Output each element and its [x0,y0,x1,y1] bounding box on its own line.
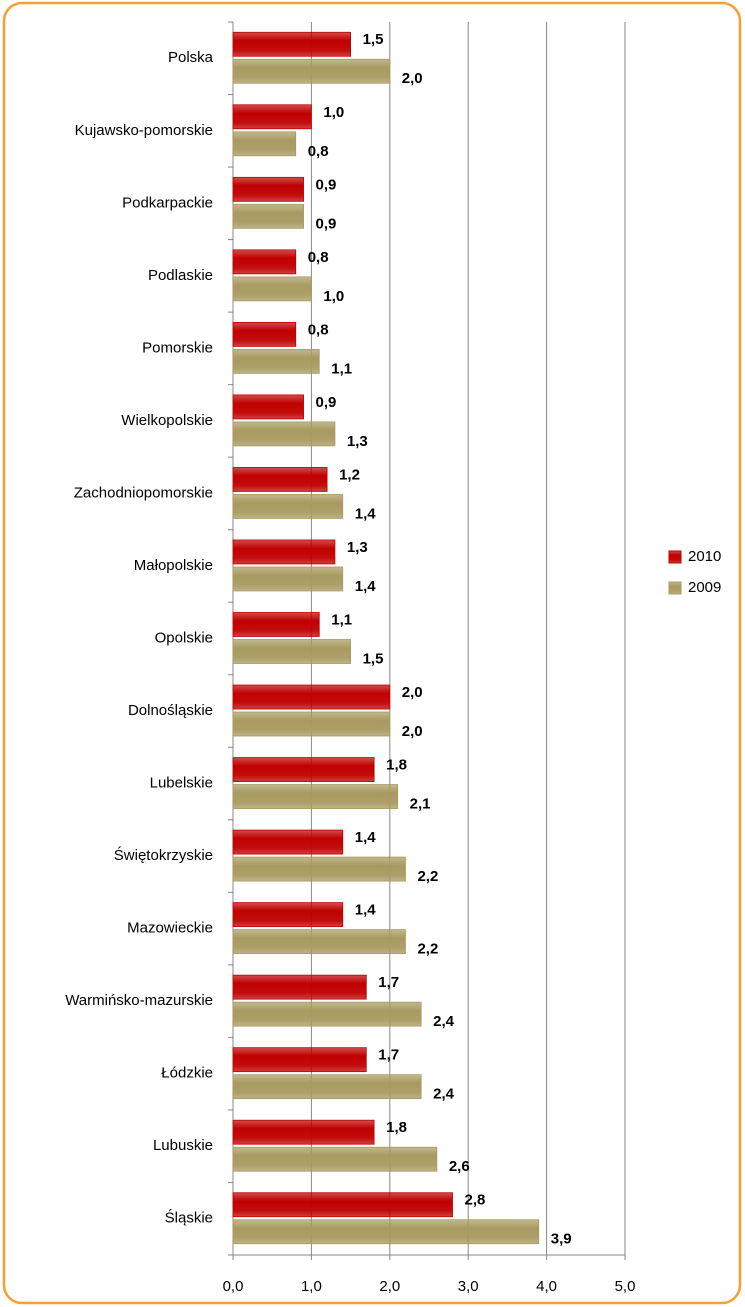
bar [232,929,406,955]
bar [232,902,344,928]
y-tick-label: Lubelskie [150,775,213,792]
bar [232,974,367,1000]
y-tick-label: Mazowieckie [127,920,213,937]
bar [232,856,406,882]
y-tick-label: Podlaskie [148,267,213,284]
y-tick-label: Lubuskie [153,1137,213,1154]
bar [232,1192,453,1218]
bar [232,58,391,84]
x-tick-label: 1,0 [301,1278,322,1295]
value-label: 1,3 [347,539,368,556]
value-label: 2,1 [410,796,431,813]
bar [232,176,304,202]
bar [232,566,344,592]
value-label: 1,5 [363,650,384,667]
value-label: 1,7 [378,974,399,991]
value-label: 1,4 [355,505,377,522]
bar [232,1001,422,1027]
y-tick-label: Łódzkie [161,1065,213,1082]
value-label: 1,8 [386,757,407,774]
y-tick-label: Śląskie [165,1209,213,1227]
x-tick-label: 2,0 [379,1278,400,1295]
x-tick-label: 5,0 [615,1278,636,1295]
value-label: 1,1 [331,611,352,628]
bar [232,394,304,420]
value-label: 3,9 [551,1231,572,1248]
y-tick-label: Wielkopolskie [121,412,213,429]
value-label: 0,9 [316,215,337,232]
value-label: 1,5 [363,31,384,48]
value-label: 2,4 [433,1013,455,1030]
value-label: 0,9 [316,176,337,193]
bar [232,421,336,447]
legend-swatch [668,581,682,595]
y-tick-label: Zachodniopomorskie [74,484,213,501]
bar [232,612,320,637]
bar [232,829,344,855]
bar [232,757,375,782]
bar [232,249,297,275]
y-tick-label: Pomorskie [142,339,213,356]
y-tick-label: Polska [168,49,214,66]
value-label: 1,4 [355,578,377,595]
value-label: 2,0 [402,723,423,740]
bar [232,276,312,302]
bar [232,639,351,664]
bar [232,684,391,710]
value-label: 1,0 [323,104,344,121]
legend-swatch [668,550,682,564]
x-tick-label: 3,0 [458,1278,479,1295]
bar [232,1119,375,1145]
legend-label: 2010 [688,548,721,565]
value-label: 2,4 [433,1086,455,1103]
bar [232,539,336,565]
y-tick-label: Warmińsko-mazurskie [65,992,213,1009]
value-label: 2,0 [402,70,423,87]
y-tick-label: Dolnośląskie [128,702,213,719]
bar [232,784,399,809]
bar [232,1047,367,1073]
value-label: 1,8 [386,1119,407,1136]
bar [232,711,391,737]
value-label: 2,2 [417,941,438,958]
value-label: 2,2 [417,868,438,885]
bar [232,348,320,374]
value-label: 1,2 [339,466,360,483]
legend-label: 2009 [688,579,721,596]
y-tick-label: Małopolskie [134,557,213,574]
bar [232,203,304,229]
bar [232,321,297,347]
bar [232,131,297,157]
bar [232,467,328,492]
value-label: 2,0 [402,684,423,701]
x-tick-label: 0,0 [223,1278,244,1295]
value-label: 1,3 [347,433,368,450]
value-label: 2,8 [465,1192,486,1209]
y-tick-label: Podkarpackie [122,194,213,211]
value-label: 1,0 [323,288,344,305]
value-label: 1,4 [355,902,377,919]
value-label: 0,8 [308,249,329,266]
value-label: 1,1 [331,360,352,377]
value-label: 0,8 [308,143,329,160]
bar [232,1074,422,1100]
bar [232,494,344,519]
value-label: 0,8 [308,321,329,338]
x-tick-label: 4,0 [536,1278,557,1295]
y-tick-label: Opolskie [155,629,213,646]
y-tick-label: Świętokrzyskie [114,846,213,864]
bar [232,1146,438,1172]
bar [232,104,312,130]
value-label: 0,9 [316,394,337,411]
y-tick-label: Kujawsko-pomorskie [75,122,213,139]
bar [232,31,351,57]
bar [232,1219,540,1245]
value-label: 2,6 [449,1158,470,1175]
value-label: 1,7 [378,1047,399,1064]
value-label: 1,4 [355,829,377,846]
